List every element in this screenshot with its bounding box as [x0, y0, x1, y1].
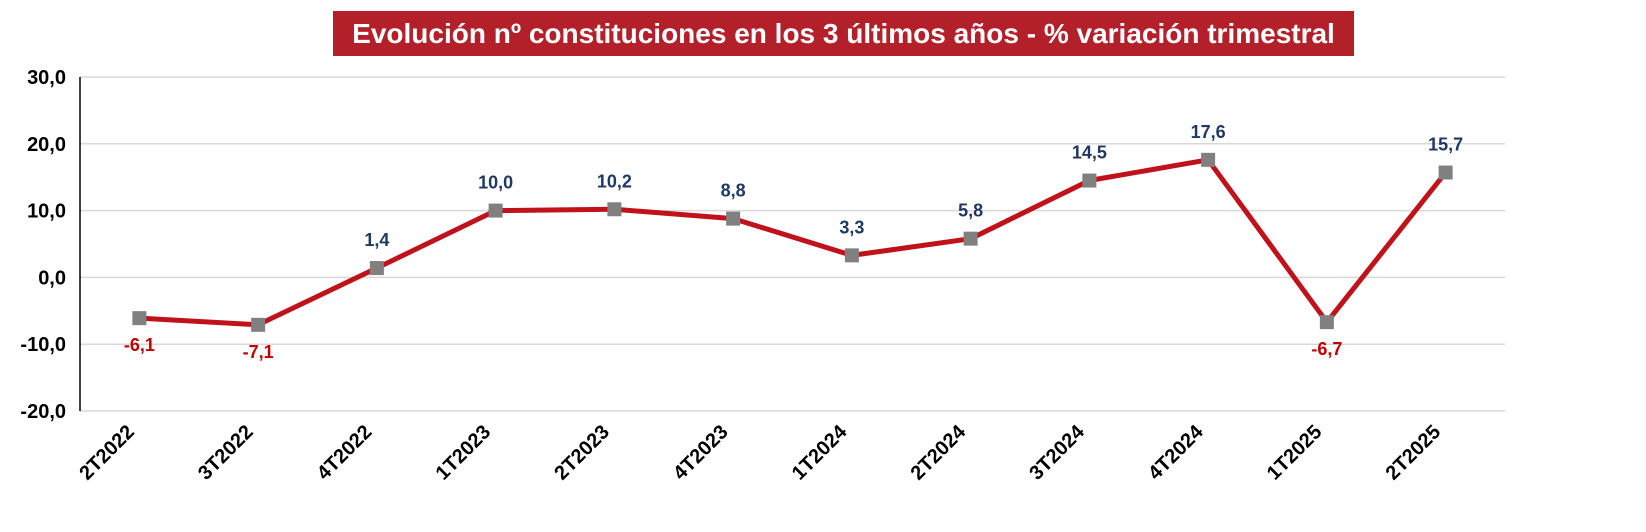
x-tick-label: 4T2022: [313, 421, 377, 485]
data-point: [132, 311, 147, 326]
data-label: -6,1: [124, 335, 155, 355]
data-point: [963, 231, 978, 246]
y-tick-label: 20,0: [27, 134, 66, 156]
data-point: [726, 211, 741, 226]
data-point: [488, 203, 503, 218]
data-point: [1201, 152, 1216, 167]
y-tick-label: 0,0: [38, 267, 66, 289]
y-tick-label: 10,0: [27, 201, 66, 223]
x-tick-label: 2T2024: [907, 420, 971, 484]
data-label: -7,1: [243, 342, 274, 362]
x-tick-label: 2T2025: [1382, 421, 1446, 485]
data-point: [1319, 315, 1334, 330]
data-label: 8,8: [721, 181, 746, 201]
x-tick-label: 1T2023: [432, 421, 496, 485]
data-point: [1438, 165, 1453, 180]
data-label: 5,8: [958, 201, 983, 221]
data-label: 10,2: [597, 171, 632, 191]
x-tick-label: 1T2024: [788, 420, 852, 484]
chart-title: Evolución nº constituciones en los 3 últ…: [333, 11, 1354, 56]
x-tick-label: 4T2024: [1144, 420, 1208, 484]
data-point: [251, 317, 266, 332]
data-point: [1082, 173, 1097, 188]
data-point: [607, 202, 622, 217]
y-tick-label: -10,0: [20, 334, 66, 356]
y-tick-label: 30,0: [27, 67, 66, 89]
x-tick-label: 2T2023: [550, 421, 614, 485]
y-tick-label: -20,0: [20, 401, 66, 423]
x-tick-label: 3T2024: [1025, 420, 1089, 484]
data-label: 15,7: [1428, 135, 1463, 155]
data-label: 14,5: [1072, 143, 1107, 163]
data-label: 10,0: [478, 173, 513, 193]
data-label: 17,6: [1191, 122, 1226, 142]
data-label: 3,3: [839, 217, 864, 237]
x-tick-label: 2T2022: [75, 421, 139, 485]
x-tick-label: 1T2025: [1263, 421, 1327, 485]
x-tick-label: 3T2022: [194, 421, 258, 485]
data-label: -6,7: [1311, 339, 1342, 359]
data-label: 1,4: [364, 230, 389, 250]
x-tick-label: 4T2023: [669, 421, 733, 485]
series-line: [139, 157, 1448, 328]
data-point: [369, 261, 384, 276]
data-point: [844, 248, 859, 263]
